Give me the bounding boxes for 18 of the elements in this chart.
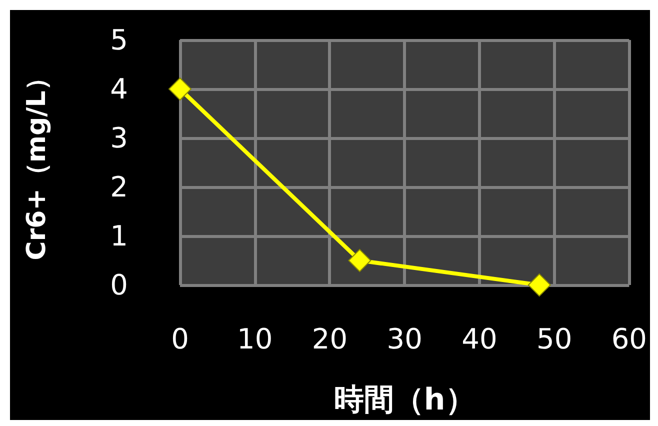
y-tick-label: 0 bbox=[110, 268, 128, 302]
x-axis-title: 時間（h） bbox=[334, 382, 476, 418]
y-tick-label: 4 bbox=[110, 72, 128, 106]
y-tick-label: 5 bbox=[110, 24, 128, 56]
point bbox=[168, 78, 192, 100]
x-tick-label: 50 bbox=[536, 322, 572, 356]
y-tick-label: 3 bbox=[110, 122, 128, 154]
point bbox=[528, 274, 551, 296]
x-tick-label: 0 bbox=[171, 322, 189, 356]
x-tick-label: 20 bbox=[312, 322, 348, 356]
x-tick-label: 10 bbox=[237, 322, 273, 356]
y-axis-title: Cr6+（mg/L） bbox=[22, 64, 52, 260]
x-tick-label: 40 bbox=[462, 322, 498, 356]
x-tick-label: 30 bbox=[386, 322, 422, 356]
x-tick-label: 60 bbox=[611, 322, 648, 356]
y-tick-label: 1 bbox=[110, 220, 128, 252]
y-tick-label: 2 bbox=[110, 170, 128, 204]
point bbox=[348, 249, 372, 272]
